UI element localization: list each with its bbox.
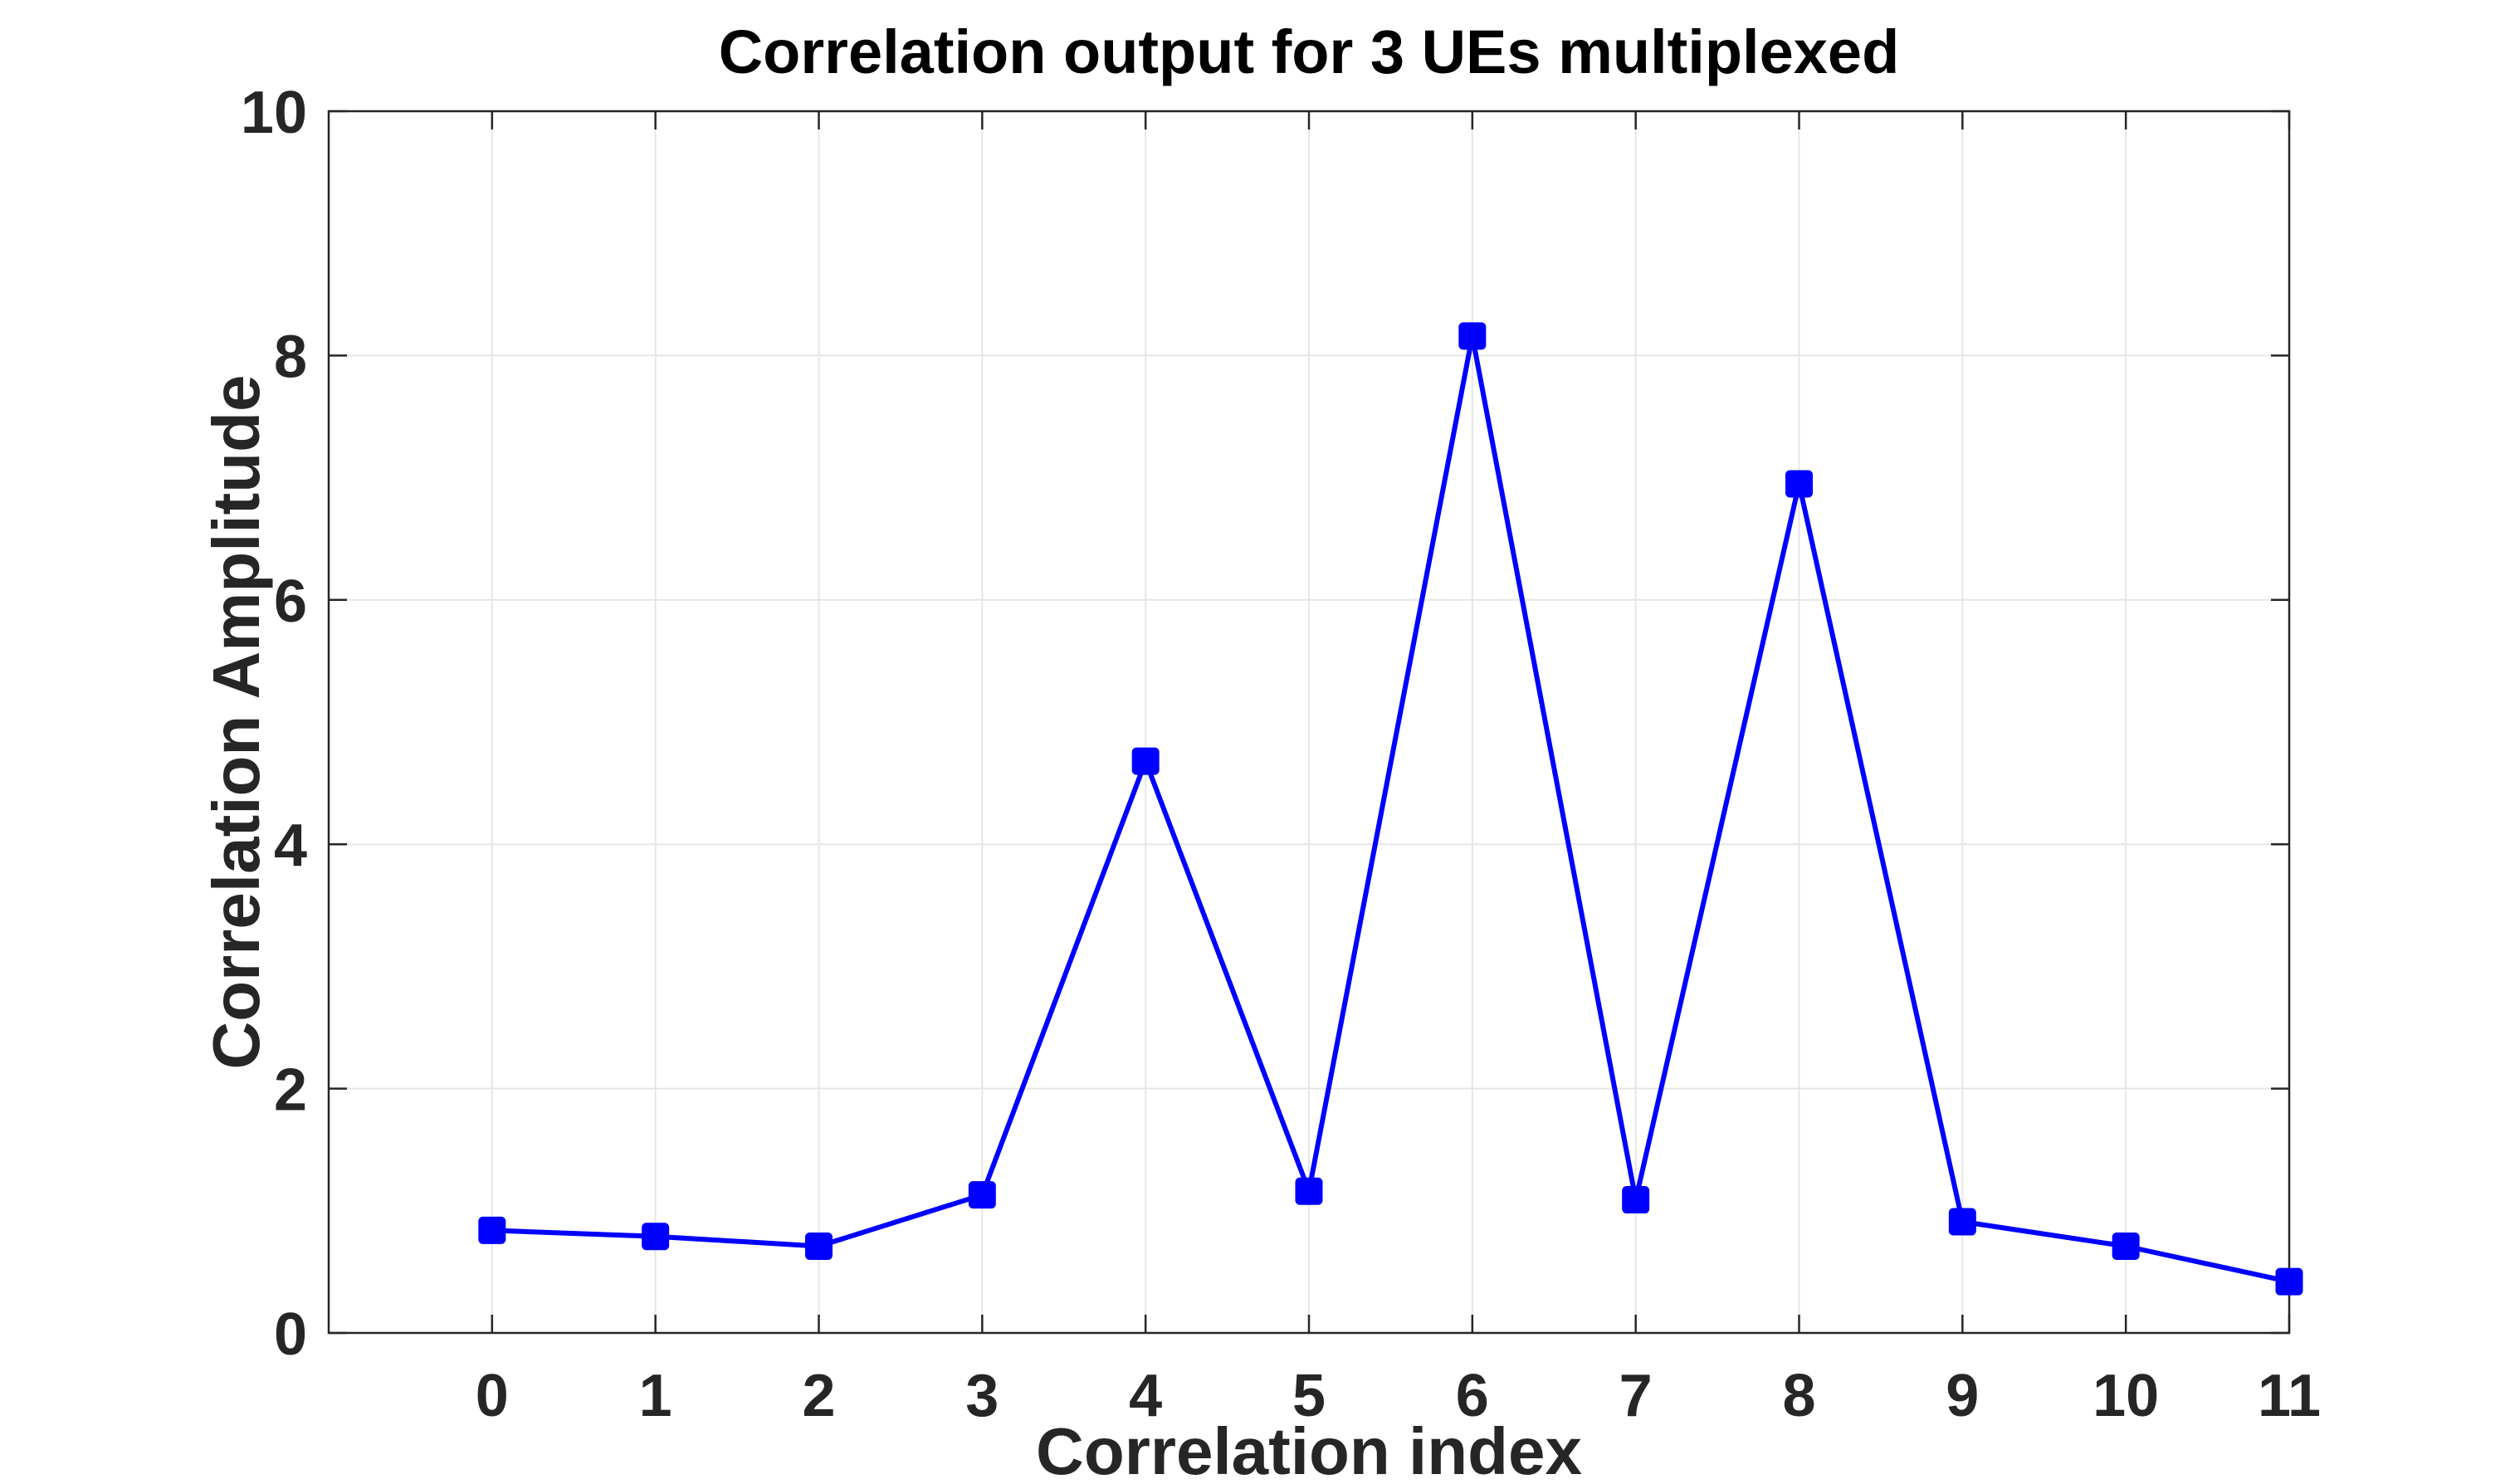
data-point-marker (2112, 1232, 2140, 1260)
data-point-marker (1948, 1208, 1976, 1236)
y-axis-label: Correlation Amplitude (199, 374, 273, 1069)
data-point-marker (805, 1232, 833, 1260)
series-line (491, 333, 2290, 1285)
data-point-marker (1458, 322, 1487, 350)
y-tick-label: 8 (274, 324, 307, 390)
data-point-marker (1622, 1186, 1650, 1214)
x-tick-label: 9 (1946, 1363, 1979, 1429)
data-point-marker (2275, 1267, 2303, 1296)
chart-title: Correlation output for 3 UEs multiplexed (719, 17, 1900, 86)
axis-ticks: 0 1 2 3 4 5 6 7 8 9 10 11 0 2 4 6 8 10 (241, 80, 2321, 1429)
data-point-marker (1131, 747, 1160, 775)
data-series (478, 322, 2303, 1296)
x-tick-label: 11 (2258, 1363, 2321, 1429)
x-tick-label: 2 (802, 1363, 835, 1429)
x-tick-label: 0 (476, 1363, 509, 1429)
y-tick-label: 2 (274, 1057, 307, 1124)
y-tick-label: 0 (274, 1301, 307, 1368)
data-point-marker (1785, 470, 1813, 498)
x-tick-label: 5 (1292, 1363, 1326, 1429)
y-tick-label: 6 (274, 569, 307, 635)
x-tick-label: 10 (2092, 1363, 2159, 1429)
x-tick-label: 4 (1129, 1363, 1162, 1429)
data-point-marker (968, 1181, 996, 1209)
y-tick-label: 4 (274, 813, 307, 879)
x-tick-label: 8 (1782, 1363, 1815, 1429)
x-tick-label: 7 (1619, 1363, 1653, 1429)
x-axis-label: Correlation index (1036, 1414, 1582, 1484)
x-tick-label: 1 (639, 1363, 672, 1429)
x-tick-label: 3 (965, 1363, 999, 1429)
x-tick-label: 6 (1456, 1363, 1489, 1429)
data-point-marker (642, 1223, 670, 1251)
data-point-marker (478, 1216, 506, 1244)
grid-lines (329, 110, 2290, 1334)
y-tick-label: 10 (241, 80, 307, 146)
data-point-marker (1295, 1177, 1323, 1205)
